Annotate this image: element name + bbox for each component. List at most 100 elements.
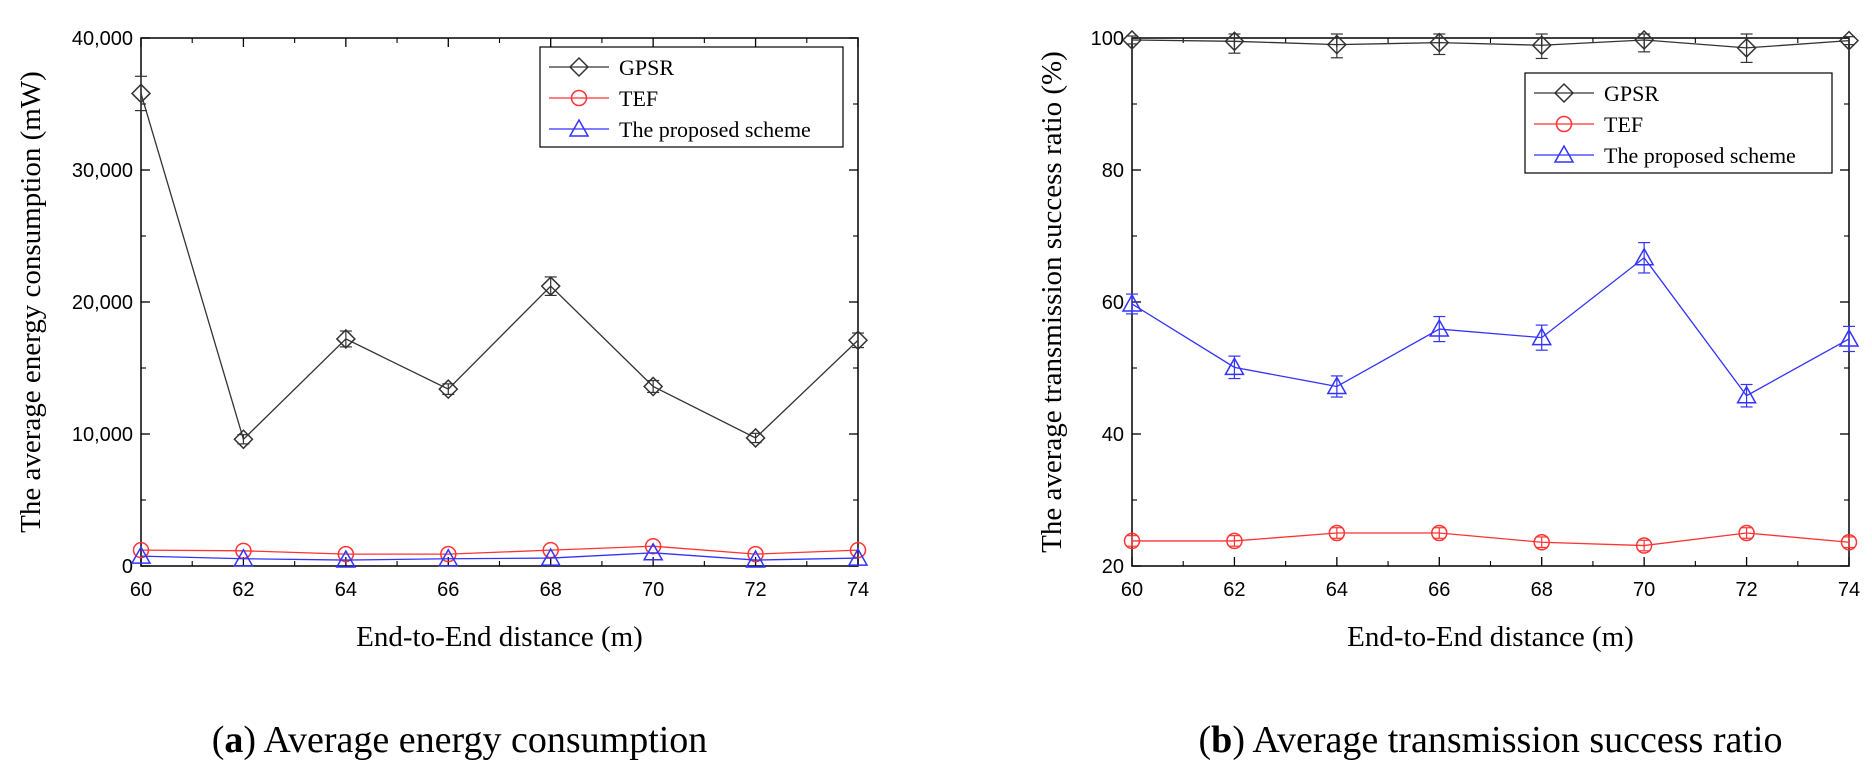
series-line <box>140 552 859 561</box>
x-tick-label: 68 <box>1531 579 1553 601</box>
data-point-marker <box>1326 34 1347 55</box>
panel-b-chart: 60 62 64 66 68 70 72 74 20 40 60 80 100 End-to-End di… <box>1036 28 1860 761</box>
caption-text: Average energy consumption <box>263 719 707 761</box>
caption-paren-close: ) <box>1232 719 1252 761</box>
data-point-marker <box>1431 524 1448 542</box>
data-point-marker <box>233 429 254 450</box>
x-tick-label: 66 <box>1428 579 1450 601</box>
x-tick-label: 74 <box>1838 579 1860 601</box>
data-point-marker <box>438 548 459 567</box>
data-point-marker <box>745 427 766 449</box>
panel-caption: (b) Average transmission success ratio <box>1199 719 1783 761</box>
series-line <box>140 545 859 555</box>
x-axis-title: End-to-End distance (m) <box>356 621 643 653</box>
panel-caption: (a) Average energy consumption <box>212 719 708 761</box>
series-line <box>140 93 859 441</box>
caption-letter: a <box>224 719 243 761</box>
caption-paren-close: ) <box>243 719 263 761</box>
data-point-marker <box>747 545 764 563</box>
series-line <box>1131 256 1850 397</box>
caption-letter: b <box>1211 719 1232 761</box>
data-point-marker <box>1634 29 1655 51</box>
y-tick-label: 10,000 <box>72 424 133 446</box>
x-tick-label: 64 <box>335 579 357 601</box>
data-point-marker <box>438 379 459 400</box>
y-tick-label: 20,000 <box>72 292 133 314</box>
series-the-proposed-scheme <box>130 542 869 568</box>
data-point-marker <box>1531 327 1552 346</box>
x-tick-label: 70 <box>1633 579 1655 601</box>
legend-swatch-marker <box>1553 82 1575 104</box>
data-point-marker <box>643 376 664 397</box>
data-point-marker <box>1531 35 1552 56</box>
caption-paren-open: ( <box>212 719 225 761</box>
x-tick-label: 62 <box>232 579 254 601</box>
x-tick-label: 66 <box>437 579 459 601</box>
y-tick-label: 100 <box>1091 28 1124 50</box>
x-tick-label: 64 <box>1326 579 1348 601</box>
data-point-marker <box>233 548 254 567</box>
data-point-marker <box>1838 328 1860 347</box>
data-point-marker <box>745 549 766 568</box>
legend-swatch-marker <box>1553 144 1575 163</box>
data-point-marker <box>335 328 356 350</box>
data-point-marker <box>847 547 869 566</box>
legend-label: The proposed scheme <box>619 117 811 142</box>
data-point-marker <box>1633 247 1655 266</box>
data-point-marker <box>1533 533 1550 551</box>
legend: GPSR TEF The proposed scheme <box>1524 72 1833 174</box>
legend-label: The proposed scheme <box>1604 143 1796 168</box>
x-tick-label: 62 <box>1223 579 1245 601</box>
y-tick-label: 40 <box>1102 424 1124 446</box>
y-tick-label: 80 <box>1102 160 1124 182</box>
x-tick-label: 60 <box>1121 579 1143 601</box>
legend-label: GPSR <box>1604 81 1659 106</box>
series-tef <box>132 537 867 563</box>
data-point-marker <box>1429 318 1450 337</box>
series-line <box>1132 532 1850 547</box>
data-point-marker <box>849 541 867 559</box>
legend: GPSR TEF The proposed scheme <box>539 46 844 148</box>
y-axis-title: The average energy consumption (mW) <box>15 71 47 533</box>
data-point-marker <box>1738 524 1755 542</box>
x-axis-title: End-to-End distance (m) <box>1347 621 1634 653</box>
data-point-marker <box>1224 356 1245 376</box>
series-line <box>1131 39 1850 49</box>
x-tick-label: 74 <box>847 579 869 601</box>
data-point-marker <box>440 545 457 563</box>
data-point-marker <box>1840 533 1858 551</box>
y-axis-title: The average transmission success ratio (… <box>1036 51 1068 553</box>
y-tick-label: 30,000 <box>72 160 133 182</box>
y-tick-label: 40,000 <box>72 28 133 50</box>
data-point-marker <box>1736 385 1757 404</box>
data-point-marker <box>1328 524 1346 542</box>
x-tick-label: 70 <box>642 579 664 601</box>
series-gpsr <box>130 75 869 450</box>
data-point-marker <box>1635 537 1653 554</box>
legend-box <box>1524 72 1833 174</box>
data-point-marker <box>1224 31 1245 52</box>
data-point-marker <box>130 545 152 564</box>
data-point-marker <box>132 541 150 559</box>
legend-box <box>539 46 844 148</box>
data-point-marker <box>335 549 357 568</box>
data-point-marker <box>1429 32 1450 53</box>
x-tick-label: 72 <box>744 579 766 601</box>
legend-swatch-marker <box>568 118 590 137</box>
legend-swatch-marker <box>1555 115 1573 133</box>
x-tick-label: 68 <box>540 579 562 601</box>
series-gpsr <box>1121 29 1860 64</box>
legend-label: GPSR <box>619 55 674 80</box>
x-tick-label: 72 <box>1735 579 1757 601</box>
data-point-marker <box>337 545 355 563</box>
legend-swatch-marker <box>570 89 588 107</box>
data-point-marker <box>642 542 664 561</box>
legend-label: TEF <box>1604 112 1643 137</box>
legend-swatch-marker <box>568 56 590 78</box>
series-tef <box>1123 524 1858 554</box>
x-tick-label: 60 <box>130 579 152 601</box>
data-point-marker <box>130 83 152 104</box>
legend-label: TEF <box>619 86 658 111</box>
data-point-marker <box>644 537 662 555</box>
